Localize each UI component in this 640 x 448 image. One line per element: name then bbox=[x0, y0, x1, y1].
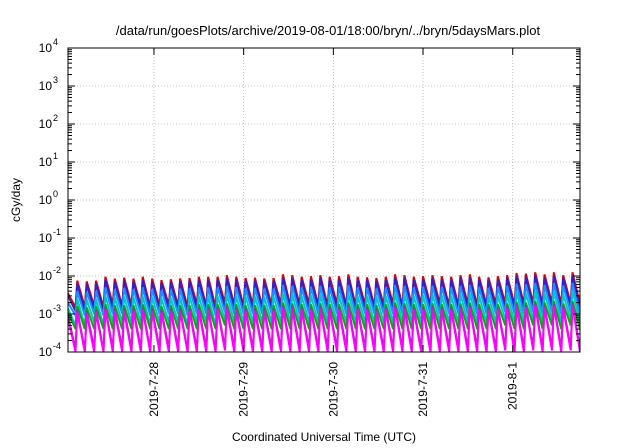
y-tick-label-exponent: -2 bbox=[53, 265, 61, 275]
y-tick-label: 10 bbox=[39, 41, 53, 55]
x-tick-label: 2019-8-1 bbox=[506, 362, 520, 410]
x-tick-label: 2019-7-29 bbox=[237, 362, 251, 417]
y-tick-label-exponent: -1 bbox=[53, 227, 61, 237]
y-tick-label-exponent: 3 bbox=[53, 75, 58, 85]
series-line-7 bbox=[68, 305, 580, 352]
y-tick-label-exponent: -4 bbox=[53, 341, 61, 351]
x-tick-label: 2019-7-31 bbox=[416, 362, 430, 417]
y-axis-label: cGy/day bbox=[9, 178, 23, 222]
x-axis-label: Coordinated Universal Time (UTC) bbox=[232, 430, 416, 444]
y-tick-label-exponent: 0 bbox=[53, 189, 58, 199]
y-tick-label-exponent: -3 bbox=[53, 303, 61, 313]
y-tick-label: 10 bbox=[39, 155, 53, 169]
tick-layer bbox=[68, 47, 580, 353]
y-tick-label: 10 bbox=[39, 269, 53, 283]
x-tick-label: 2019-7-28 bbox=[147, 362, 161, 417]
x-tick-labels: 2019-7-28 2019-7-29 2019-7-30 2019-7-31 2019… bbox=[147, 362, 520, 417]
y-tick-label: 10 bbox=[39, 193, 53, 207]
y-tick-label: 10 bbox=[39, 117, 53, 131]
grid-layer bbox=[68, 48, 580, 352]
y-tick-label: 10 bbox=[39, 345, 53, 359]
y-tick-label: 10 bbox=[39, 307, 53, 321]
y-tick-label: 10 bbox=[39, 231, 53, 245]
y-tick-label: 10 bbox=[39, 79, 53, 93]
x-tick-label: 2019-7-30 bbox=[326, 362, 340, 417]
y-tick-label-exponent: 4 bbox=[53, 37, 58, 47]
y-tick-label-exponent: 2 bbox=[53, 113, 58, 123]
series-layer bbox=[68, 272, 580, 352]
chart-title: /data/run/goesPlots/archive/2019-08-01/1… bbox=[116, 23, 541, 38]
y-tick-label-exponent: 1 bbox=[53, 151, 58, 161]
